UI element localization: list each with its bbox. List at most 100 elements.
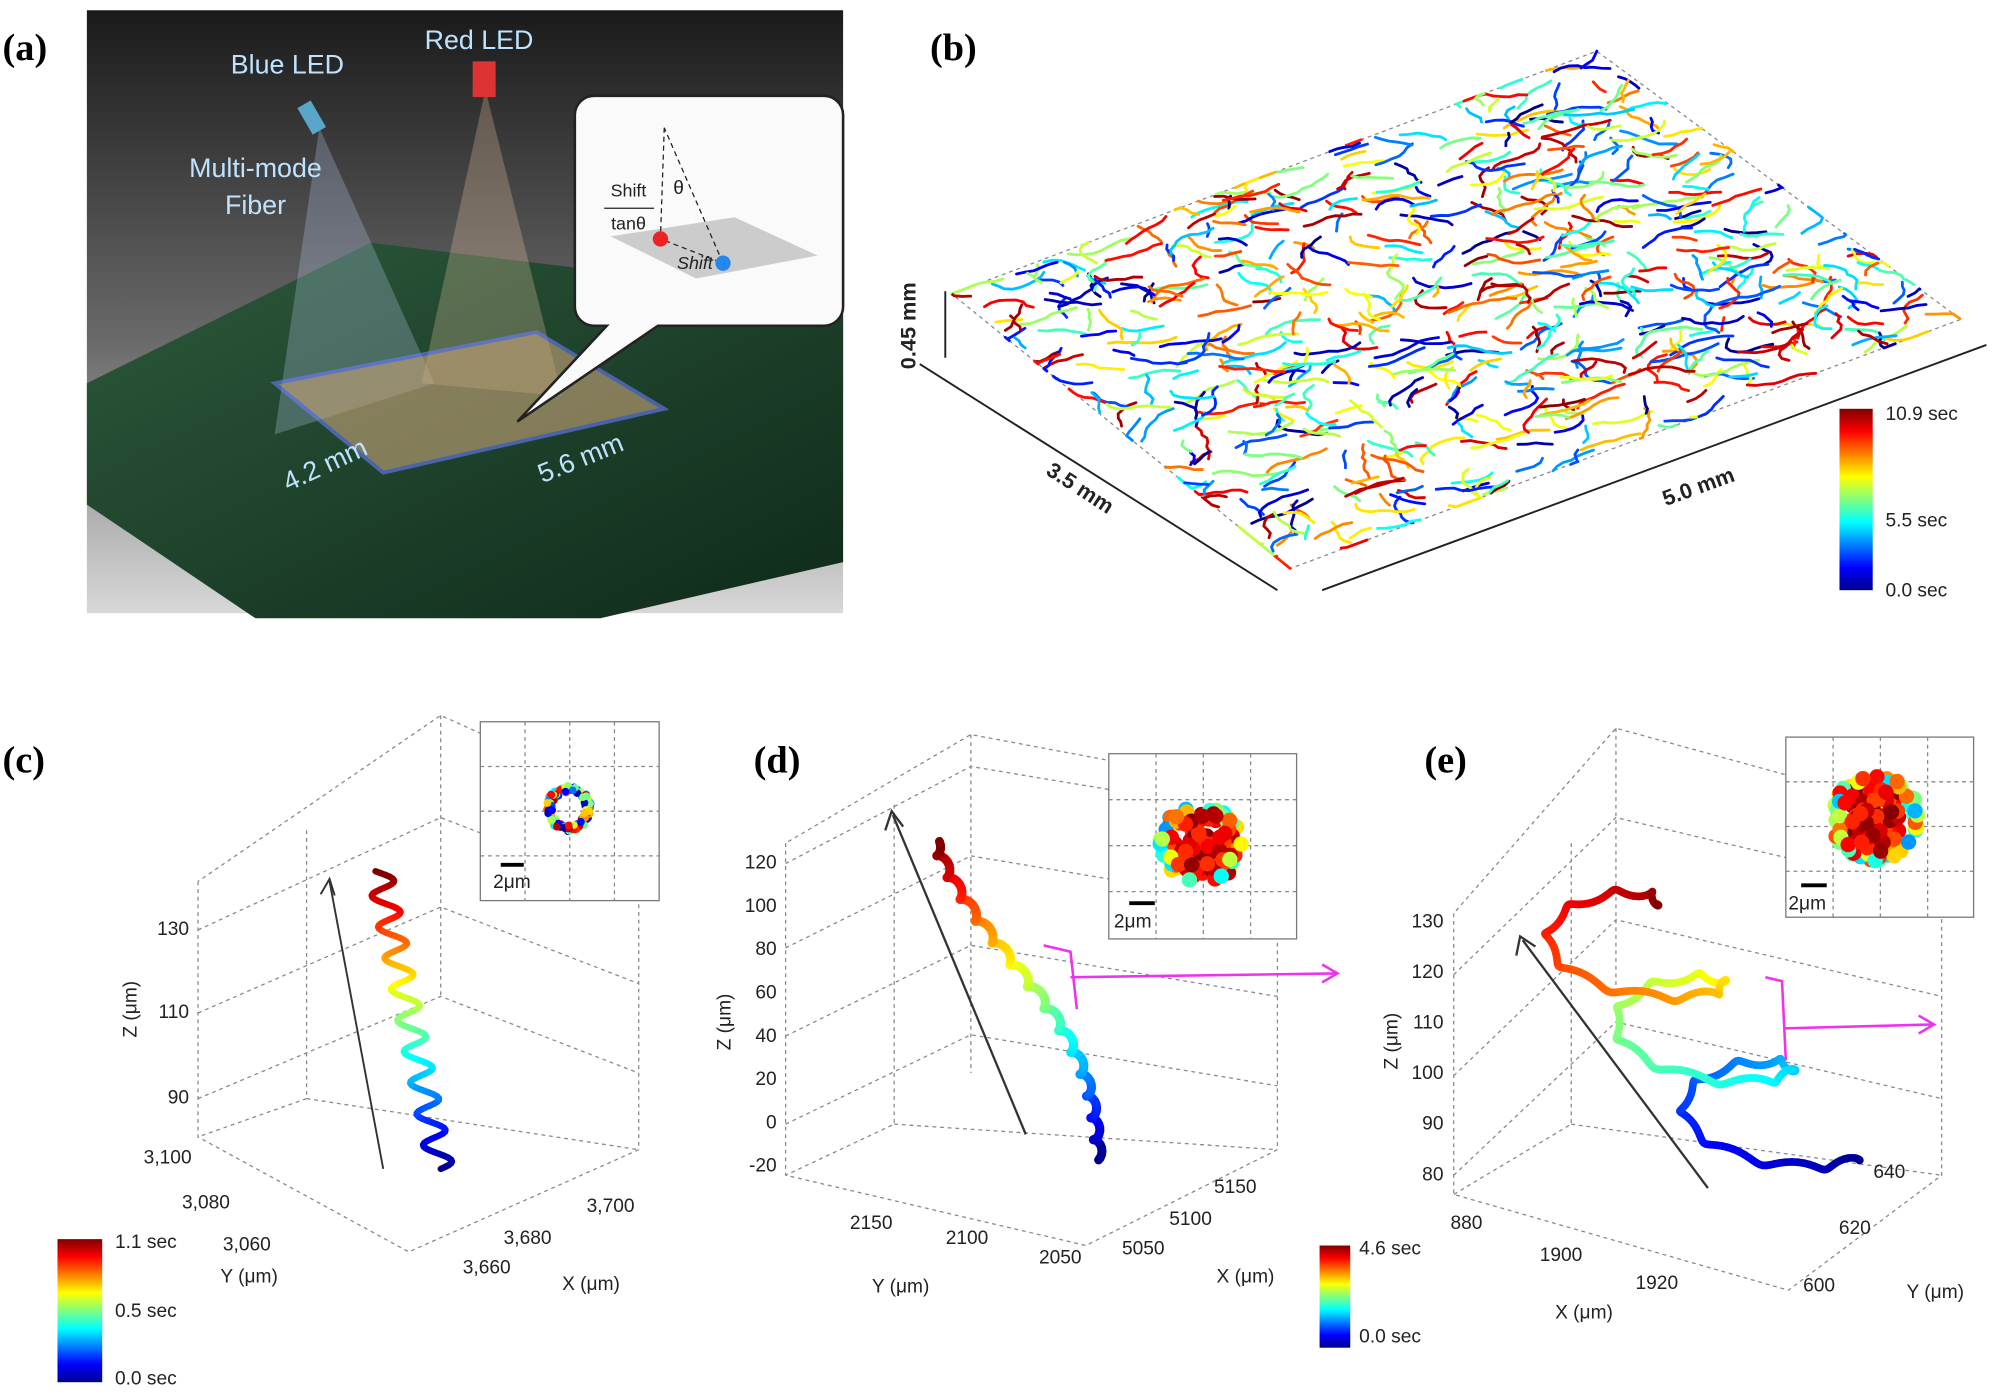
track [1019, 306, 1078, 326]
track [1342, 159, 1389, 168]
inset-point [1170, 856, 1187, 873]
track [1341, 449, 1347, 470]
track [1553, 414, 1585, 434]
track [1677, 343, 1691, 375]
track [1037, 328, 1088, 336]
track [1668, 190, 1723, 197]
track [1498, 78, 1524, 90]
tick-label: 600 [1803, 1275, 1835, 1296]
track [1198, 401, 1266, 416]
track [1613, 219, 1641, 224]
red-spot [652, 231, 669, 247]
track [1388, 256, 1433, 262]
tick-label: 80 [1422, 1164, 1443, 1185]
track [1579, 144, 1623, 166]
track [1378, 492, 1392, 507]
colorbar-label: 1.1 sec [115, 1232, 177, 1253]
track [1699, 150, 1731, 166]
track [1066, 237, 1133, 257]
inset-point [1199, 856, 1216, 872]
track [1735, 268, 1755, 293]
track [1397, 276, 1443, 302]
track [1187, 212, 1217, 230]
track [1627, 365, 1696, 377]
track [1348, 526, 1373, 540]
track [1688, 327, 1718, 338]
track [1143, 373, 1155, 405]
track [1287, 364, 1312, 388]
inset-point [553, 823, 561, 831]
tick-label: 40 [755, 1026, 776, 1047]
track [1617, 75, 1641, 90]
track [1189, 451, 1196, 467]
track [1218, 365, 1286, 374]
colorbar [57, 1239, 103, 1383]
track [1560, 239, 1615, 248]
track [1560, 374, 1614, 381]
direction-arrow [1765, 976, 1937, 1061]
track [1201, 385, 1219, 417]
track [1638, 407, 1652, 440]
tick-label: 60 [755, 983, 776, 1004]
track [1693, 229, 1734, 240]
track [1563, 108, 1636, 117]
track [1221, 324, 1241, 344]
track [1642, 325, 1704, 338]
track [1584, 286, 1609, 310]
track [1623, 101, 1668, 113]
red-led [472, 61, 496, 98]
track [1924, 312, 1962, 321]
track [1360, 443, 1371, 479]
track [1303, 347, 1310, 363]
track [1815, 253, 1831, 271]
inset-point [1907, 803, 1923, 819]
track [1176, 476, 1208, 491]
track [1299, 418, 1339, 438]
track [1186, 234, 1223, 252]
track [1368, 294, 1396, 316]
track [1278, 202, 1308, 213]
tick-label: 1920 [1636, 1273, 1679, 1294]
tick-label: 80 [755, 939, 776, 960]
track [1620, 267, 1637, 297]
track [1539, 404, 1569, 430]
track [1692, 358, 1761, 377]
formula: tanθ [611, 214, 646, 234]
track [1194, 488, 1249, 496]
inset-grid [480, 721, 660, 901]
inset-point [1878, 784, 1894, 800]
axes [197, 714, 640, 1253]
track [1553, 82, 1561, 111]
inset-point [1900, 834, 1917, 850]
track [1098, 308, 1124, 341]
track [1571, 214, 1634, 229]
track [1523, 293, 1544, 315]
tick-label: 3,700 [587, 1196, 635, 1217]
panel-label: (c) [3, 740, 46, 782]
track [1522, 379, 1532, 399]
track [1626, 274, 1650, 284]
track [1672, 152, 1701, 181]
track [1669, 337, 1680, 352]
track [1462, 92, 1529, 103]
colorbar-label: 0.0 sec [115, 1369, 177, 1390]
inset-point [1869, 769, 1885, 785]
track [1227, 250, 1263, 269]
panel-c: (c) 130 110 90 Z (μm) 3,100 3,080 3,060 … [3, 714, 660, 1390]
arrow [1521, 939, 1709, 1189]
track [1778, 291, 1801, 305]
track [1227, 420, 1294, 436]
track [1718, 276, 1741, 310]
track [1376, 518, 1422, 530]
arrow [328, 881, 385, 1170]
track [1183, 379, 1236, 406]
track [1579, 360, 1598, 380]
track [1532, 270, 1585, 278]
track [1254, 225, 1290, 232]
track [1470, 171, 1506, 187]
track [1742, 196, 1761, 233]
track [1447, 405, 1460, 420]
track [1348, 399, 1383, 429]
track [1334, 142, 1369, 157]
